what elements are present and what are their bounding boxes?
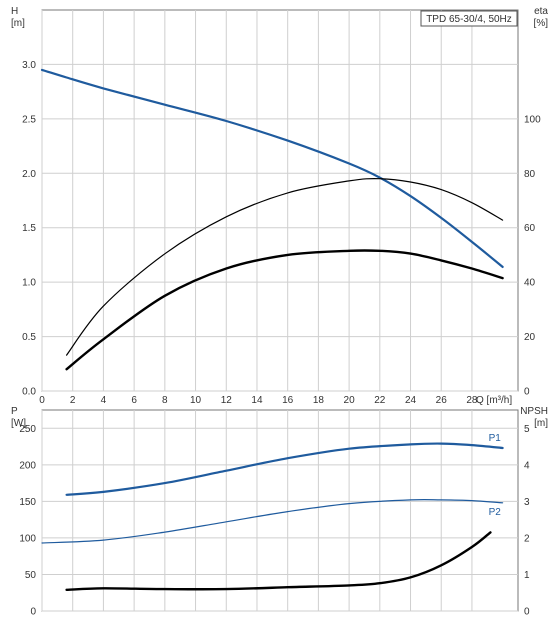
y-left-tick-label: 150 bbox=[19, 497, 36, 508]
series-line bbox=[66, 178, 504, 356]
y-right-tick-label: 0 bbox=[524, 387, 530, 398]
series-label: P2 bbox=[489, 507, 502, 518]
y-right-axis-unit: [%] bbox=[534, 18, 549, 29]
y-right-tick-label: 60 bbox=[524, 223, 536, 234]
plot-frame bbox=[41, 9, 519, 392]
x-axis-title: Q [m³/h] bbox=[476, 395, 512, 406]
y-right-tick-label: 0 bbox=[524, 607, 530, 618]
y-right-tick-label: 4 bbox=[524, 460, 530, 471]
y-right-tick-label: 1 bbox=[524, 570, 530, 581]
y-left-tick-label: 3.0 bbox=[22, 60, 36, 71]
y-left-tick-label: 0 bbox=[30, 607, 36, 618]
x-tick-label: 28 bbox=[466, 395, 478, 406]
x-tick-label: 26 bbox=[436, 395, 448, 406]
y-left-tick-label: 1.0 bbox=[22, 278, 36, 289]
x-tick-label: 18 bbox=[313, 395, 325, 406]
y-left-tick-label: 0.5 bbox=[22, 332, 36, 343]
y-left-tick-label: 0.0 bbox=[22, 387, 36, 398]
plot-frame bbox=[41, 409, 519, 612]
y-right-tick-label: 100 bbox=[524, 114, 541, 125]
series-line bbox=[40, 68, 504, 268]
y-left-tick-label: 200 bbox=[19, 460, 36, 471]
y-left-axis-unit: [W] bbox=[11, 418, 26, 429]
y-right-axis-title: eta bbox=[534, 6, 548, 17]
y-right-tick-label: 20 bbox=[524, 332, 536, 343]
series-line bbox=[65, 442, 504, 496]
y-right-tick-label: 40 bbox=[524, 278, 536, 289]
x-tick-label: 4 bbox=[101, 395, 107, 406]
y-left-tick-label: 2.5 bbox=[22, 114, 36, 125]
x-tick-label: 16 bbox=[282, 395, 294, 406]
y-right-tick-label: 5 bbox=[524, 424, 530, 435]
y-left-tick-label: 2.0 bbox=[22, 169, 36, 180]
y-left-axis-title: H bbox=[11, 6, 18, 17]
x-tick-label: 20 bbox=[344, 395, 356, 406]
x-tick-label: 12 bbox=[221, 395, 233, 406]
y-right-axis-unit: [m] bbox=[534, 418, 548, 429]
series-line bbox=[41, 499, 504, 544]
x-tick-label: 0 bbox=[39, 395, 45, 406]
y-left-tick-label: 1.5 bbox=[22, 223, 36, 234]
y-left-tick-label: 250 bbox=[19, 424, 36, 435]
y-left-tick-label: 50 bbox=[25, 570, 37, 581]
chart-title: TPD 65-30/4, 50Hz bbox=[426, 14, 512, 25]
y-right-tick-label: 3 bbox=[524, 497, 530, 508]
series-line bbox=[65, 249, 504, 371]
chart-title-box bbox=[420, 10, 518, 27]
x-tick-label: 24 bbox=[405, 395, 417, 406]
y-left-axis-unit: [m] bbox=[11, 18, 25, 29]
series-line bbox=[65, 531, 492, 591]
x-tick-label: 14 bbox=[251, 395, 263, 406]
y-right-axis-title: NPSH bbox=[520, 406, 548, 417]
y-left-axis-title: P bbox=[11, 406, 18, 417]
series-label: P1 bbox=[489, 433, 502, 444]
y-right-tick-label: 2 bbox=[524, 533, 530, 544]
y-left-tick-label: 100 bbox=[19, 533, 36, 544]
x-tick-label: 8 bbox=[162, 395, 168, 406]
x-tick-label: 6 bbox=[131, 395, 137, 406]
x-tick-label: 10 bbox=[190, 395, 202, 406]
x-tick-label: 22 bbox=[374, 395, 386, 406]
x-tick-label: 2 bbox=[70, 395, 76, 406]
y-right-tick-label: 80 bbox=[524, 169, 536, 180]
